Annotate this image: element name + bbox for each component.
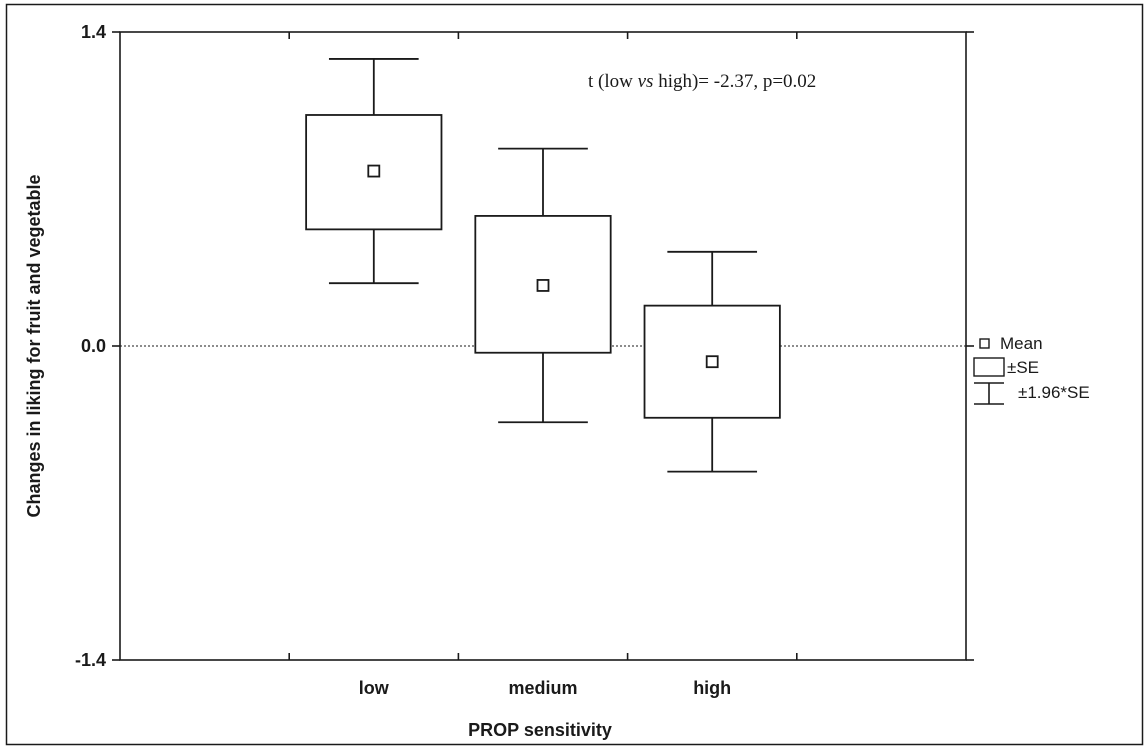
legend-mean-label: Mean (1000, 334, 1043, 353)
legend-ci-label: ±1.96*SE (1018, 383, 1090, 402)
legend-se-label: ±SE (1007, 358, 1039, 377)
y-tick-label: 1.4 (81, 22, 106, 42)
annotation-italic: vs (638, 71, 654, 92)
axis-ticks: -1.4 0.0 1.4 low medium high (75, 22, 974, 698)
y-tick-label: 0.0 (81, 336, 106, 356)
x-tick-label: low (359, 678, 390, 698)
legend: Mean ±SE ±1.96*SE (973, 334, 1090, 405)
x-tick-label: medium (508, 678, 577, 698)
legend-mean-marker (979, 338, 990, 349)
annotation-suffix: high)= -2.37, p=0.02 (653, 71, 816, 92)
mean-marker-low (367, 164, 381, 178)
figure-border (5, 3, 1144, 746)
mean-marker-medium (536, 279, 550, 292)
mean-marker-high (705, 355, 719, 369)
x-axis-label: PROP sensitivity (468, 720, 612, 740)
legend-se-box (973, 357, 1005, 377)
se-box-medium (474, 215, 612, 354)
annotation-prefix: t (low (588, 71, 638, 92)
x-tick-label: high (693, 678, 731, 698)
y-tick-label: -1.4 (75, 650, 106, 670)
t-test-annotation: t (low vs high)= -2.37, p=0.02 (588, 71, 816, 92)
y-axis-label: Changes in liking for fruit and vegetabl… (24, 174, 44, 517)
chart-marks (120, 58, 966, 473)
